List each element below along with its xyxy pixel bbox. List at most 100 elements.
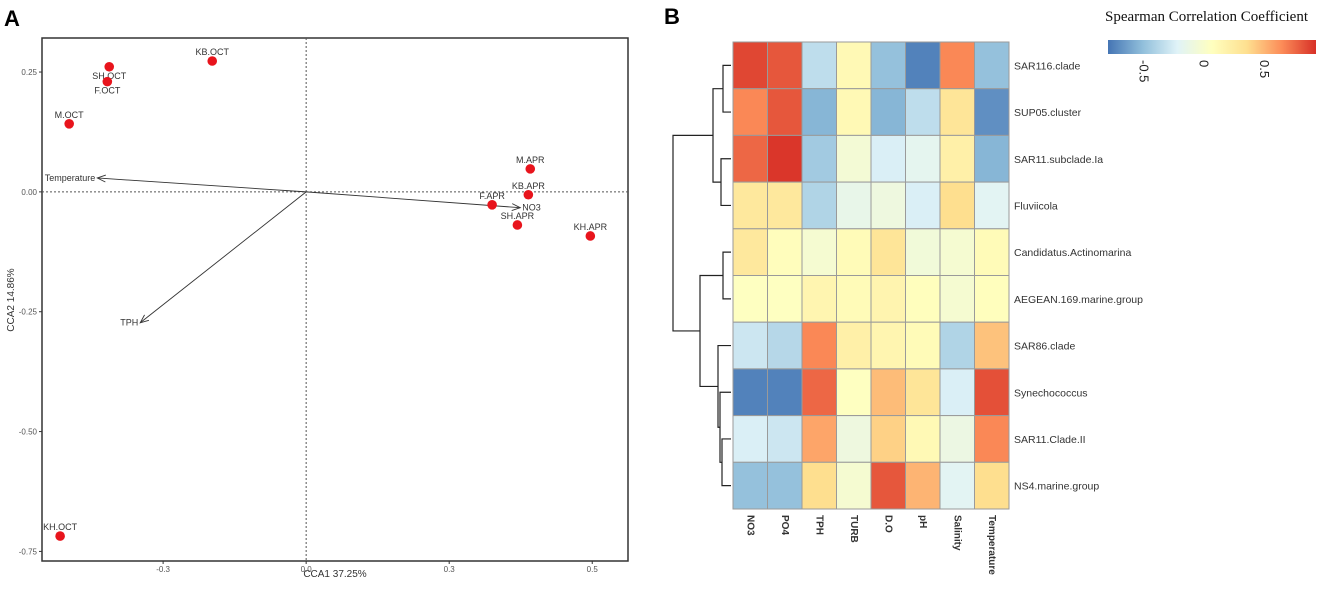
heatmap-cell: [905, 368, 941, 417]
env-arrow-label: Temperature: [45, 173, 96, 183]
heatmap-cell: [767, 415, 803, 463]
env-arrow-shaft: [97, 177, 307, 193]
heatmap-cell: [801, 415, 837, 463]
env-arrow-shaft: [139, 191, 307, 324]
sample-point: [64, 119, 74, 129]
heatmap-cell: [870, 134, 906, 183]
row-dendrogram: [672, 64, 731, 487]
heatmap-cell: [974, 41, 1010, 90]
heatmap-cell: [732, 88, 768, 136]
heatmap-cell: [870, 181, 906, 230]
heatmap-cell: [767, 134, 803, 183]
heatmap-cell: [905, 181, 941, 230]
env-arrow-shaft: [306, 191, 521, 209]
heatmap-cell: [870, 88, 906, 136]
x-tick-label: 0.0: [301, 565, 313, 574]
x-tick-label: 0.3: [444, 565, 456, 574]
heatmap-cell: [974, 181, 1010, 230]
heatmap-cell: [939, 228, 975, 277]
heatmap-cell: [732, 461, 768, 510]
heatmap-cell: [939, 461, 975, 510]
sample-label: SH.OCT: [92, 71, 127, 81]
sample-label: SH.APR: [501, 211, 535, 221]
heatmap-cell: [836, 321, 872, 370]
sample-point: [512, 220, 523, 230]
x-tick-label: 0.5: [587, 565, 599, 574]
heatmap-cell: [801, 275, 837, 323]
colorbar-tick-label: -0.5: [1136, 60, 1151, 82]
heatmap-cell: [836, 415, 872, 463]
colorbar-tick-label: 0: [1197, 60, 1212, 67]
heatmap-cell: [905, 321, 941, 370]
correlation-heatmap: SAR116.clade SUP05.cluster SAR11.subclade.…: [672, 9, 1316, 575]
heatmap-cell: [836, 181, 872, 230]
colorbar-title: Spearman Correlation Coefficient: [1105, 9, 1309, 25]
row-label: SUP05.cluster: [1014, 107, 1082, 119]
dendrogram-branch: [699, 274, 723, 388]
plot-panel-border: [41, 37, 629, 562]
cca-biplot: CCA1 37.25% CCA2 14.86% -0.3 0.0 0.3 0.5 0.…: [6, 37, 629, 580]
dendrogram-branch: [722, 251, 731, 300]
heatmap-cell: [870, 41, 906, 90]
heatmap-cell: [939, 88, 975, 136]
panel-label-b: B: [664, 4, 680, 29]
y-tick-label: 0.00: [21, 188, 37, 197]
heatmap-cell: [732, 134, 768, 183]
y-tick-label: -0.50: [19, 428, 38, 437]
column-label: TURB: [848, 515, 859, 543]
sample-label: M.OCT: [55, 110, 84, 120]
heatmap-cell: [801, 321, 837, 370]
heatmap-cell: [801, 461, 837, 510]
heatmap-cell: [836, 275, 872, 323]
heatmap-cell: [974, 368, 1010, 417]
y-axis-label: CCA2 14.86%: [6, 268, 17, 331]
heatmap-cell: [836, 88, 872, 136]
sample-label: F.OCT: [94, 86, 121, 96]
heatmap-cell: [801, 88, 837, 136]
sample-label: KH.OCT: [43, 522, 78, 532]
heatmap-cell: [870, 415, 906, 463]
env-arrow-head: [96, 174, 106, 183]
env-arrow-head: [511, 203, 522, 212]
heatmap-cell: [905, 275, 941, 323]
heatmap-cell: [801, 181, 837, 230]
dendrogram-branch: [720, 158, 731, 207]
heatmap-cell: [801, 41, 837, 90]
heatmap-cell: [974, 134, 1010, 183]
heatmap-cell: [836, 461, 872, 510]
heatmap-cell: [767, 181, 803, 230]
heatmap-cell: [870, 368, 906, 417]
heatmap-cell: [974, 228, 1010, 277]
heatmap-cell: [836, 134, 872, 183]
heatmap-cell: [939, 275, 975, 323]
heatmap-cell: [801, 134, 837, 183]
heatmap-cell: [767, 461, 803, 510]
y-tick-label: -0.75: [19, 547, 38, 556]
heatmap-cell: [801, 228, 837, 277]
sample-point: [55, 531, 65, 541]
heatmap-cell: [732, 275, 768, 323]
heatmap-cell: [905, 134, 941, 183]
row-label: Fluviicola: [1014, 200, 1058, 212]
sample-point: [102, 76, 113, 87]
row-label: Synechococcus: [1014, 387, 1088, 399]
heatmap-cell: [905, 228, 941, 277]
heatmap-cell: [974, 275, 1010, 323]
env-arrow-head: [139, 314, 150, 324]
dendrogram-branch: [672, 134, 713, 332]
column-label: TPH: [813, 515, 824, 535]
x-tick-label: -0.3: [156, 565, 170, 574]
row-label: Candidatus.Actinomarina: [1014, 247, 1131, 259]
heatmap-cell: [905, 461, 941, 510]
heatmap-cell: [732, 181, 768, 230]
colorbar: [1108, 40, 1316, 54]
heatmap-cell: [836, 228, 872, 277]
sample-point: [487, 200, 497, 210]
column-label: pH: [917, 515, 928, 528]
env-arrow-label: TPH: [120, 318, 138, 328]
column-label: PO4: [779, 515, 790, 535]
row-label: NS4.marine.group: [1014, 481, 1099, 493]
heatmap-cell: [836, 41, 872, 90]
heatmap-cell: [974, 415, 1010, 463]
sample-label: KB.OCT: [195, 47, 229, 57]
